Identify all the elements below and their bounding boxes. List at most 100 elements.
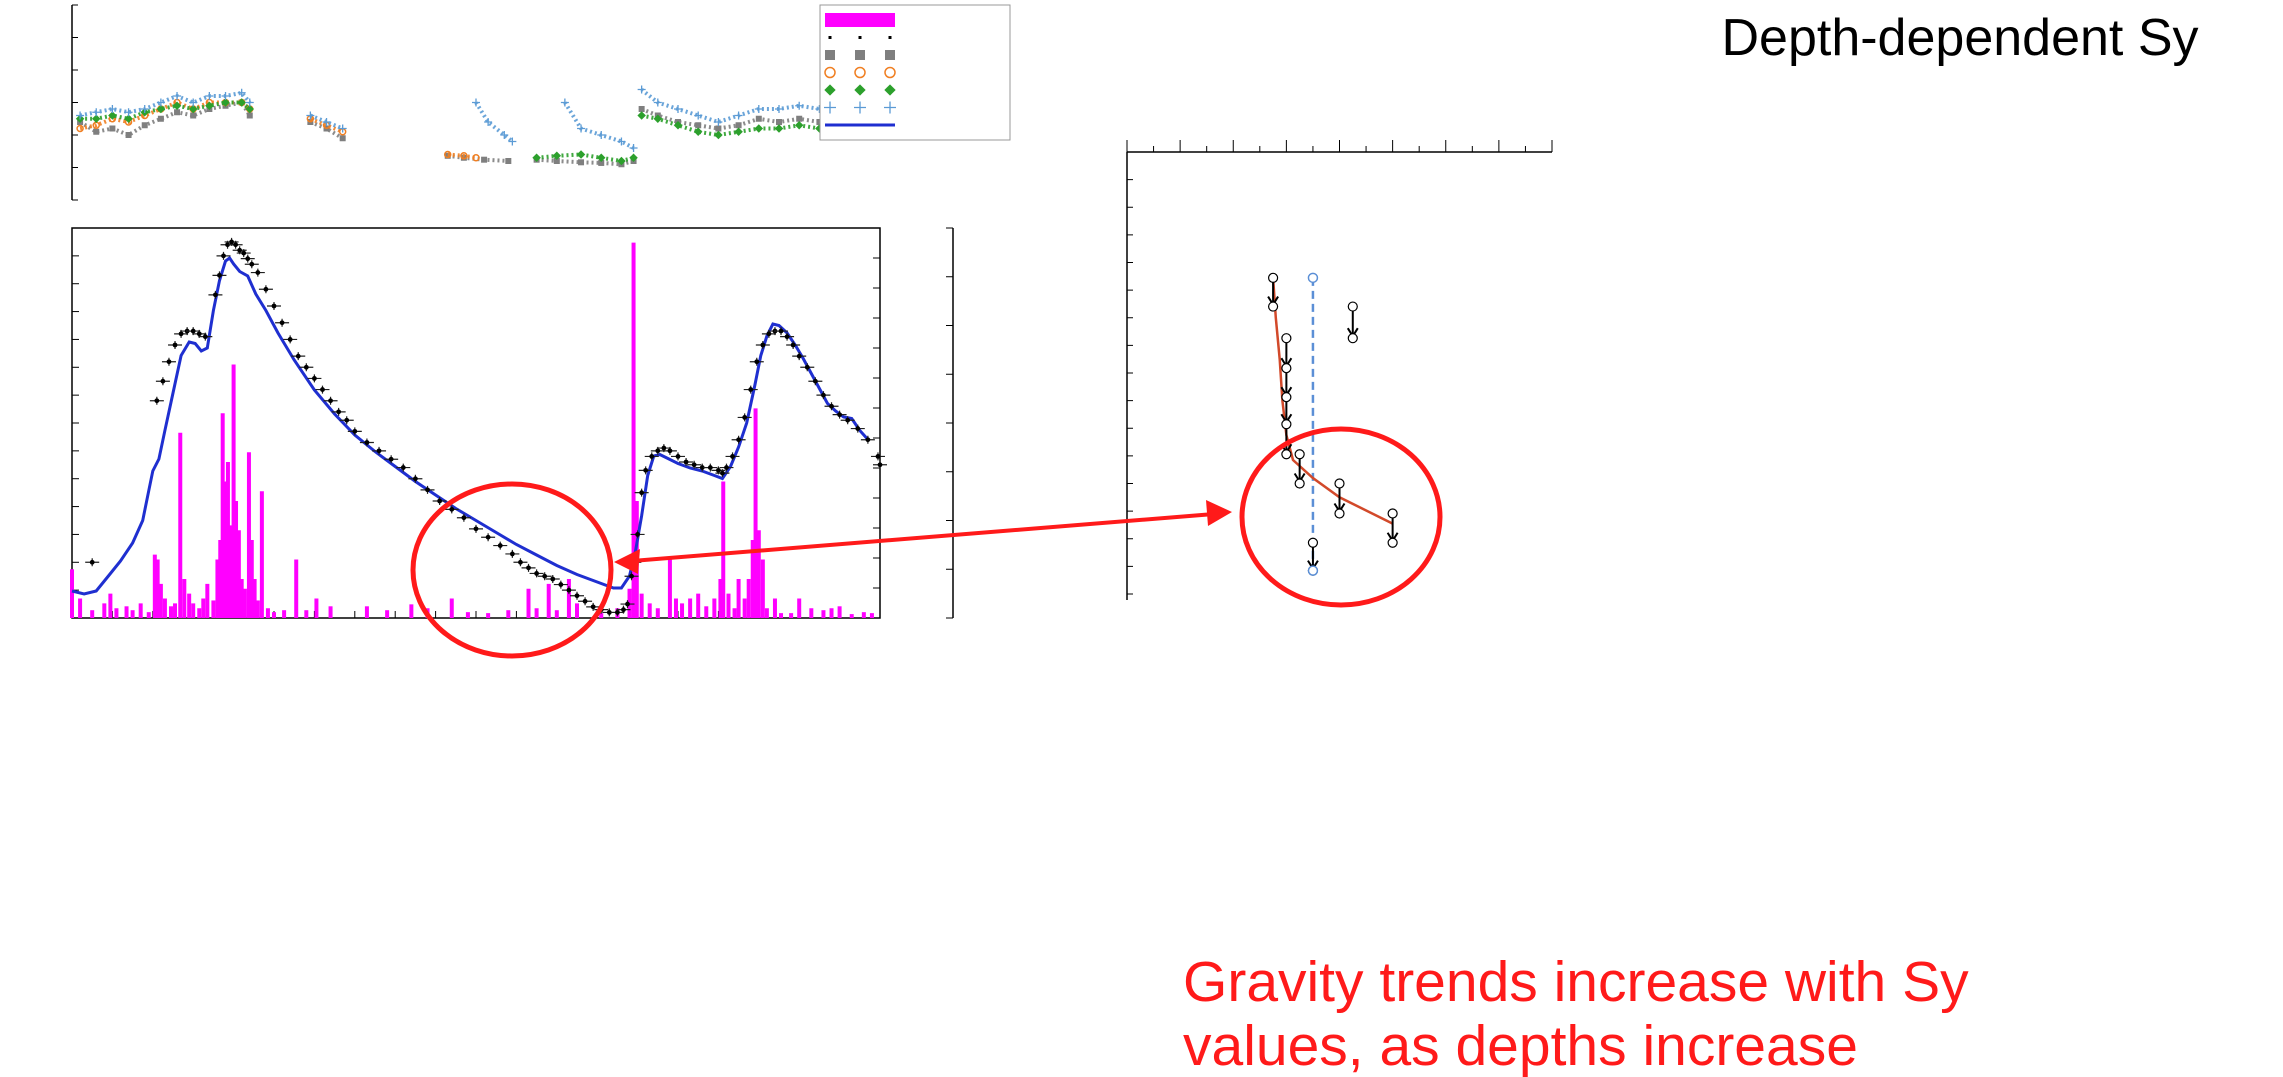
precipitation-bar xyxy=(809,608,814,618)
soil-point-40cm xyxy=(221,98,230,107)
gravity-point xyxy=(582,598,588,604)
gravity-point xyxy=(691,462,697,468)
gravity-point xyxy=(160,378,166,384)
gravity-point xyxy=(778,328,784,334)
precipitation-bar xyxy=(228,525,233,618)
precipitation-bar xyxy=(218,540,223,618)
soil-point-20cm xyxy=(460,152,468,160)
gravity-point xyxy=(509,551,515,557)
soil-point-40cm xyxy=(637,111,646,120)
highlight-ellipse-gravity xyxy=(410,481,614,659)
precipitation-bar xyxy=(764,608,769,618)
gravity-point xyxy=(255,270,261,275)
gravity-point xyxy=(376,448,382,454)
sy-depth-panel xyxy=(1126,140,1553,600)
legend-box xyxy=(819,4,1011,141)
soil-point-60cm xyxy=(237,88,246,97)
gravity-point xyxy=(730,454,735,459)
sy-point xyxy=(1281,449,1292,460)
gravity-point xyxy=(336,409,342,415)
soil-point-60cm xyxy=(674,105,682,113)
gravity-point xyxy=(473,526,479,532)
soil-point-5cm xyxy=(190,112,197,119)
precipitation-bar xyxy=(667,559,672,618)
soil-series-3-trace xyxy=(309,113,344,131)
precipitation-bar xyxy=(220,413,225,618)
precipitation-bar xyxy=(178,432,183,618)
soil-point-60cm xyxy=(734,111,743,120)
gravity-point xyxy=(748,387,754,392)
sy-point xyxy=(1267,272,1279,283)
gravity-point xyxy=(237,247,243,253)
precipitation-bar xyxy=(191,603,196,618)
soil-point-40cm xyxy=(714,130,723,140)
soil-point-60cm xyxy=(560,98,569,107)
soil-point-40cm xyxy=(245,104,255,114)
soil-point-40cm xyxy=(124,114,133,123)
precipitation-bar xyxy=(575,603,579,618)
precipitation-bar xyxy=(385,610,390,618)
soil-point-5cm xyxy=(481,156,488,163)
precipitation-bar xyxy=(182,579,187,618)
sy-point xyxy=(1281,392,1292,403)
precipitation-bar xyxy=(158,583,163,618)
gravity-point xyxy=(320,387,325,392)
gravity-point xyxy=(736,437,741,443)
soil-point-5cm xyxy=(109,125,116,132)
gravity-point xyxy=(295,353,301,359)
precipitation-bar xyxy=(837,606,842,618)
precipitation-bar xyxy=(225,462,230,618)
precipitation-bar xyxy=(756,530,761,618)
gravity-point xyxy=(790,342,796,348)
gravity-point xyxy=(225,242,230,248)
soil-point-60cm xyxy=(205,92,214,100)
connector-arrow-head-right xyxy=(1206,500,1232,526)
soil-point-60cm xyxy=(76,111,85,120)
gravity-point xyxy=(566,587,572,593)
precipitation-bar xyxy=(282,610,287,618)
precipitation-bar xyxy=(152,554,157,618)
gravity-point xyxy=(202,334,208,340)
sy-point xyxy=(1294,449,1305,460)
sy-point xyxy=(1267,301,1279,312)
annotation-layer: Depth-dependent Sy Gravity trends increa… xyxy=(410,9,2199,1077)
precipitation-bar xyxy=(721,481,726,618)
soil-point-40cm xyxy=(188,104,198,114)
precipitation-bar xyxy=(688,598,693,618)
gravity-point xyxy=(754,359,760,365)
gravity-point xyxy=(766,331,772,337)
gravity-point xyxy=(615,610,620,615)
soil-point-5cm xyxy=(553,158,560,164)
precipitation-bar xyxy=(265,608,270,618)
soil-point-60cm xyxy=(221,92,230,100)
soil-point-40cm xyxy=(754,124,764,133)
precipitation-bar xyxy=(197,608,202,618)
precipitation-bar xyxy=(272,612,276,618)
legend-marker-swc5 xyxy=(825,50,835,60)
gravity-point xyxy=(635,532,640,537)
soil-point-5cm xyxy=(816,119,823,125)
precipitation-bar xyxy=(155,559,160,618)
soil-point-5cm xyxy=(141,122,148,129)
soil-point-60cm xyxy=(245,98,254,107)
gravity-point xyxy=(312,376,317,381)
soil-point-5cm xyxy=(715,125,722,132)
gravity-point xyxy=(245,256,251,262)
precipitation-bar xyxy=(631,242,636,618)
precipitation-bar xyxy=(246,452,251,618)
gravity-point xyxy=(178,331,184,337)
sy-point xyxy=(1294,478,1305,489)
legend-marker-gravity xyxy=(828,36,832,39)
gravity-point xyxy=(550,576,556,582)
gravity-point xyxy=(497,543,503,548)
soil-point-5cm xyxy=(174,109,181,116)
precipitation-bar xyxy=(526,588,531,618)
gravity-point xyxy=(720,470,725,476)
gravity-point xyxy=(328,398,333,404)
precipitation-bar xyxy=(647,603,652,618)
soil-series-0-trace xyxy=(536,157,635,167)
gravity-point xyxy=(875,454,881,459)
legend-marker-swc20 xyxy=(824,66,836,79)
soil-point-60cm xyxy=(508,137,517,146)
soil-point-5cm xyxy=(735,122,742,129)
